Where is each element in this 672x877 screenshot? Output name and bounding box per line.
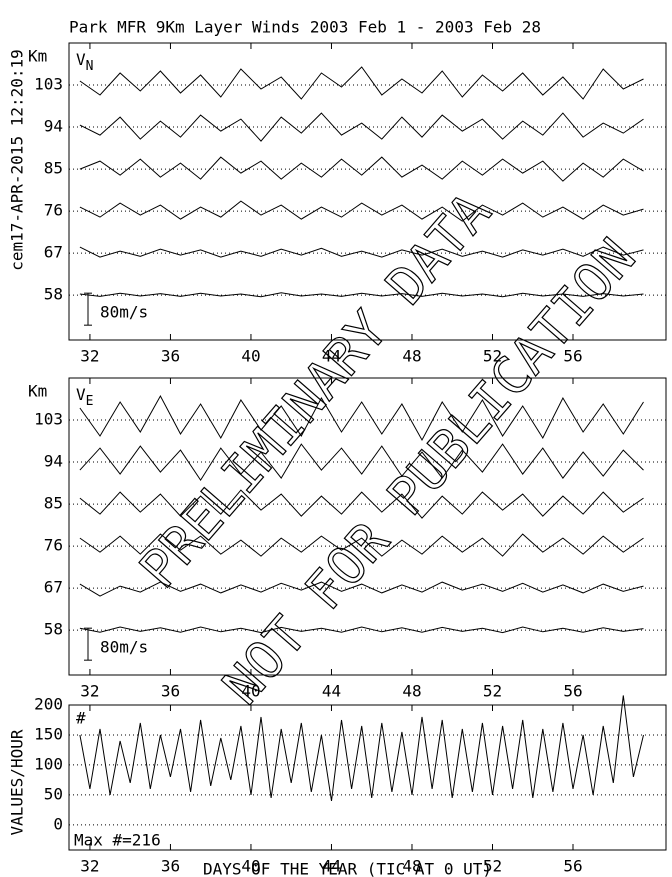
component-label: VE: [76, 385, 93, 409]
x-tick-label: 32: [80, 347, 99, 366]
x-tick-label: 36: [161, 347, 180, 366]
wind-trace: [79, 533, 644, 557]
component-subscript: E: [86, 394, 94, 409]
y-tick-label: 67: [44, 243, 63, 262]
wind-trace: [79, 112, 644, 142]
y-tick-label: 58: [44, 285, 63, 304]
plot-frame: [68, 377, 667, 676]
x-tick-label: 44: [322, 682, 341, 701]
component-symbol: V: [76, 385, 86, 404]
scale-label: 80m/s: [100, 638, 148, 657]
y-tick-label: 94: [44, 117, 63, 136]
x-tick-label: 52: [483, 857, 502, 876]
y-tick-label: 94: [44, 452, 63, 471]
y-tick-label: 85: [44, 494, 63, 513]
y-tick-label: 103: [34, 75, 63, 94]
count-line: [79, 695, 644, 801]
component-label: VN: [76, 50, 93, 74]
x-axis-label: DAYS OF THE YEAR (TIC AT 0 UT): [203, 860, 492, 877]
stamp: cem17-APR-2015 12:20:19: [8, 49, 27, 271]
x-tick-label: 52: [483, 347, 502, 366]
max-note: Max #=216: [74, 831, 161, 850]
wind-trace: [79, 200, 644, 222]
y-tick-label: 76: [44, 201, 63, 220]
x-tick-label: 48: [402, 857, 421, 876]
x-tick-label: 44: [322, 857, 341, 876]
y-tick-label: 76: [44, 536, 63, 555]
plot-frame: [68, 704, 667, 851]
wind-trace: [79, 581, 644, 597]
x-tick-label: 56: [563, 857, 582, 876]
x-tick-label: 36: [161, 682, 180, 701]
y-axis-label: Km: [28, 47, 47, 66]
x-tick-label: 56: [563, 682, 582, 701]
y-tick-label: 50: [44, 784, 63, 803]
count-symbol: #: [76, 709, 86, 728]
y-tick-label: 150: [34, 724, 63, 743]
x-tick-label: 52: [483, 682, 502, 701]
y-tick-label: 103: [34, 410, 63, 429]
y-tick-label: 0: [53, 814, 63, 833]
wind-trace: [79, 246, 644, 258]
y-tick-label: 85: [44, 159, 63, 178]
x-tick-label: 36: [161, 857, 180, 876]
x-tick-label: 40: [241, 857, 260, 876]
x-tick-label: 48: [402, 682, 421, 701]
x-tick-label: 40: [241, 347, 260, 366]
wind-trace: [79, 292, 644, 298]
component-symbol: V: [76, 50, 86, 69]
plot-frame: [68, 42, 667, 341]
x-tick-label: 32: [80, 857, 99, 876]
y-axis-label: VALUES/HOUR: [8, 729, 27, 835]
title: Park MFR 9Km Layer Winds 2003 Feb 1 - 20…: [69, 18, 541, 37]
x-tick-label: 44: [322, 347, 341, 366]
y-axis-label: Km: [28, 382, 47, 401]
component-subscript: N: [86, 59, 94, 74]
x-tick-label: 48: [402, 347, 421, 366]
scale-label: 80m/s: [100, 303, 148, 322]
wind-trace: [79, 66, 644, 100]
wind-trace: [79, 443, 644, 482]
x-tick-label: 56: [563, 347, 582, 366]
x-tick-label: 32: [80, 682, 99, 701]
wind-trace: [79, 489, 644, 519]
wind-trace: [79, 626, 644, 634]
watermark: PRELIMINARY DATA: [129, 182, 503, 599]
y-tick-label: 200: [34, 695, 63, 714]
y-tick-label: 58: [44, 620, 63, 639]
y-tick-label: 100: [34, 754, 63, 773]
x-tick-label: 40: [241, 682, 260, 701]
wind-trace: [79, 394, 644, 442]
wind-trace: [79, 156, 644, 182]
y-tick-label: 67: [44, 578, 63, 597]
